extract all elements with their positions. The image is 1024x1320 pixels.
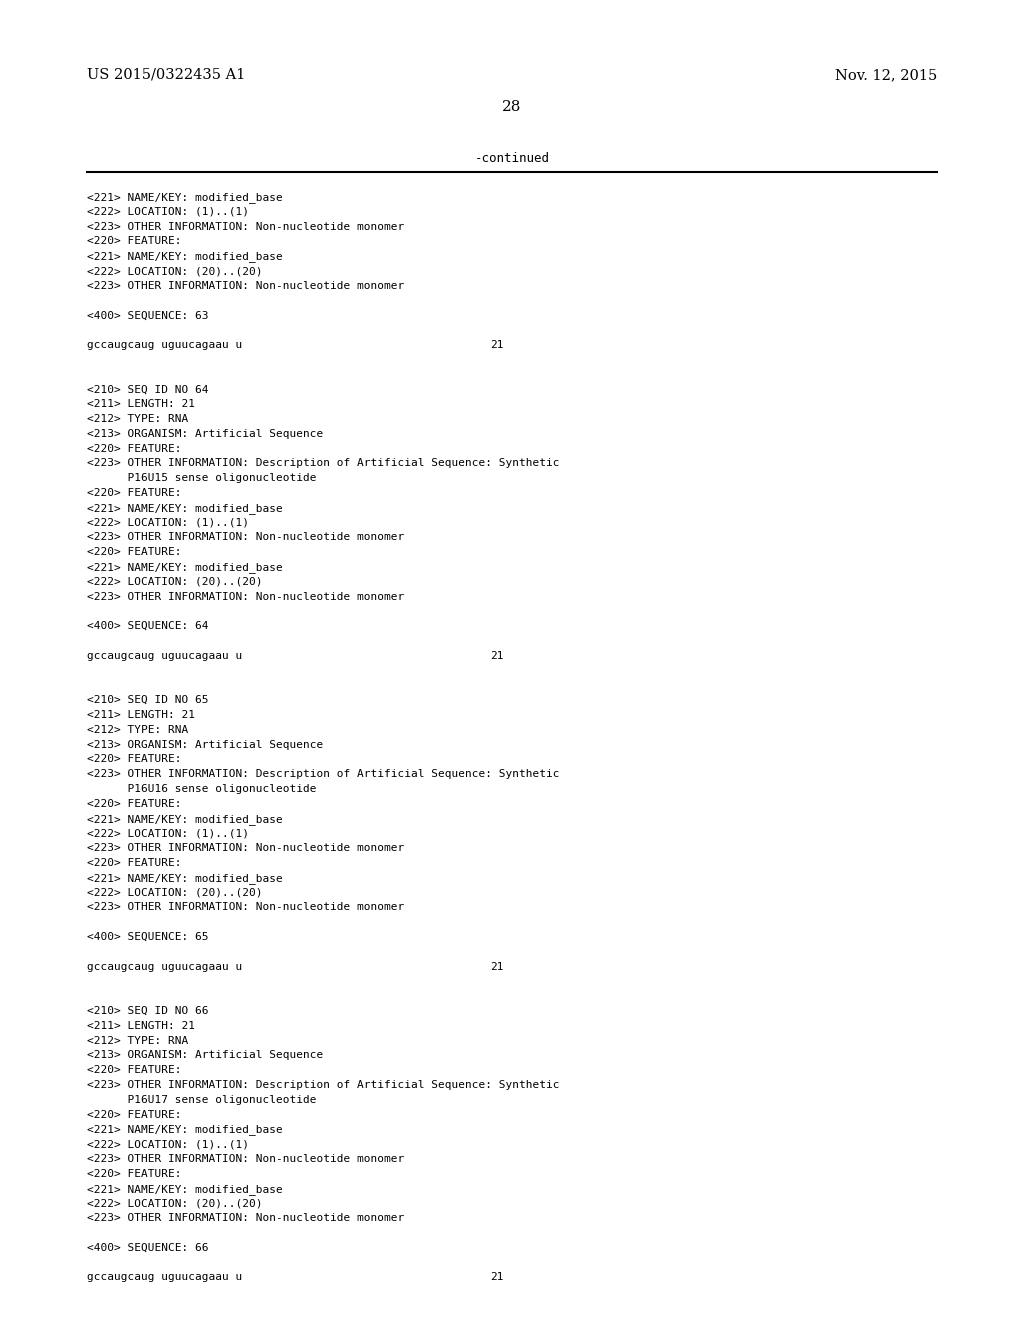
Text: <210> SEQ ID NO 64: <210> SEQ ID NO 64 <box>87 384 209 395</box>
Text: <400> SEQUENCE: 66: <400> SEQUENCE: 66 <box>87 1243 209 1253</box>
Text: <221> NAME/KEY: modified_base: <221> NAME/KEY: modified_base <box>87 191 283 203</box>
Text: <210> SEQ ID NO 66: <210> SEQ ID NO 66 <box>87 1006 209 1016</box>
Text: <222> LOCATION: (20)..(20): <222> LOCATION: (20)..(20) <box>87 1199 262 1208</box>
Text: gccaugcaug uguucagaau u: gccaugcaug uguucagaau u <box>87 1272 243 1283</box>
Text: <222> LOCATION: (1)..(1): <222> LOCATION: (1)..(1) <box>87 517 249 528</box>
Text: <211> LENGTH: 21: <211> LENGTH: 21 <box>87 1020 195 1031</box>
Text: <222> LOCATION: (20)..(20): <222> LOCATION: (20)..(20) <box>87 887 262 898</box>
Text: gccaugcaug uguucagaau u: gccaugcaug uguucagaau u <box>87 341 243 350</box>
Text: <220> FEATURE:: <220> FEATURE: <box>87 1065 181 1076</box>
Text: <222> LOCATION: (20)..(20): <222> LOCATION: (20)..(20) <box>87 267 262 276</box>
Text: <220> FEATURE:: <220> FEATURE: <box>87 755 181 764</box>
Text: <222> LOCATION: (1)..(1): <222> LOCATION: (1)..(1) <box>87 207 249 216</box>
Text: 21: 21 <box>490 651 504 661</box>
Text: <400> SEQUENCE: 63: <400> SEQUENCE: 63 <box>87 310 209 321</box>
Text: <223> OTHER INFORMATION: Non-nucleotide monomer: <223> OTHER INFORMATION: Non-nucleotide … <box>87 903 404 912</box>
Text: Nov. 12, 2015: Nov. 12, 2015 <box>835 69 937 82</box>
Text: -continued: -continued <box>474 152 550 165</box>
Text: <220> FEATURE:: <220> FEATURE: <box>87 799 181 809</box>
Text: <222> LOCATION: (20)..(20): <222> LOCATION: (20)..(20) <box>87 577 262 587</box>
Text: US 2015/0322435 A1: US 2015/0322435 A1 <box>87 69 246 82</box>
Text: <222> LOCATION: (1)..(1): <222> LOCATION: (1)..(1) <box>87 1139 249 1150</box>
Text: <211> LENGTH: 21: <211> LENGTH: 21 <box>87 710 195 719</box>
Text: <213> ORGANISM: Artificial Sequence: <213> ORGANISM: Artificial Sequence <box>87 1051 324 1060</box>
Text: <213> ORGANISM: Artificial Sequence: <213> ORGANISM: Artificial Sequence <box>87 429 324 438</box>
Text: <223> OTHER INFORMATION: Description of Artificial Sequence: Synthetic: <223> OTHER INFORMATION: Description of … <box>87 770 559 779</box>
Text: <223> OTHER INFORMATION: Non-nucleotide monomer: <223> OTHER INFORMATION: Non-nucleotide … <box>87 1154 404 1164</box>
Text: <220> FEATURE:: <220> FEATURE: <box>87 236 181 247</box>
Text: 21: 21 <box>490 1272 504 1283</box>
Text: <400> SEQUENCE: 65: <400> SEQUENCE: 65 <box>87 932 209 942</box>
Text: <210> SEQ ID NO 65: <210> SEQ ID NO 65 <box>87 696 209 705</box>
Text: <212> TYPE: RNA: <212> TYPE: RNA <box>87 414 188 424</box>
Text: <223> OTHER INFORMATION: Description of Artificial Sequence: Synthetic: <223> OTHER INFORMATION: Description of … <box>87 458 559 469</box>
Text: <223> OTHER INFORMATION: Non-nucleotide monomer: <223> OTHER INFORMATION: Non-nucleotide … <box>87 843 404 853</box>
Text: <221> NAME/KEY: modified_base: <221> NAME/KEY: modified_base <box>87 251 283 263</box>
Text: <220> FEATURE:: <220> FEATURE: <box>87 488 181 498</box>
Text: P16U17 sense oligonucleotide: P16U17 sense oligonucleotide <box>87 1094 316 1105</box>
Text: <221> NAME/KEY: modified_base: <221> NAME/KEY: modified_base <box>87 813 283 825</box>
Text: 28: 28 <box>503 100 521 114</box>
Text: 21: 21 <box>490 961 504 972</box>
Text: <211> LENGTH: 21: <211> LENGTH: 21 <box>87 399 195 409</box>
Text: <220> FEATURE:: <220> FEATURE: <box>87 444 181 454</box>
Text: <223> OTHER INFORMATION: Non-nucleotide monomer: <223> OTHER INFORMATION: Non-nucleotide … <box>87 222 404 231</box>
Text: 21: 21 <box>490 341 504 350</box>
Text: <220> FEATURE:: <220> FEATURE: <box>87 1168 181 1179</box>
Text: <220> FEATURE:: <220> FEATURE: <box>87 858 181 869</box>
Text: gccaugcaug uguucagaau u: gccaugcaug uguucagaau u <box>87 961 243 972</box>
Text: <221> NAME/KEY: modified_base: <221> NAME/KEY: modified_base <box>87 562 283 573</box>
Text: <223> OTHER INFORMATION: Description of Artificial Sequence: Synthetic: <223> OTHER INFORMATION: Description of … <box>87 1080 559 1090</box>
Text: gccaugcaug uguucagaau u: gccaugcaug uguucagaau u <box>87 651 243 661</box>
Text: <223> OTHER INFORMATION: Non-nucleotide monomer: <223> OTHER INFORMATION: Non-nucleotide … <box>87 281 404 290</box>
Text: P16U15 sense oligonucleotide: P16U15 sense oligonucleotide <box>87 473 316 483</box>
Text: <212> TYPE: RNA: <212> TYPE: RNA <box>87 1036 188 1045</box>
Text: P16U16 sense oligonucleotide: P16U16 sense oligonucleotide <box>87 784 316 795</box>
Text: <221> NAME/KEY: modified_base: <221> NAME/KEY: modified_base <box>87 1184 283 1195</box>
Text: <400> SEQUENCE: 64: <400> SEQUENCE: 64 <box>87 622 209 631</box>
Text: <223> OTHER INFORMATION: Non-nucleotide monomer: <223> OTHER INFORMATION: Non-nucleotide … <box>87 591 404 602</box>
Text: <213> ORGANISM: Artificial Sequence: <213> ORGANISM: Artificial Sequence <box>87 739 324 750</box>
Text: <212> TYPE: RNA: <212> TYPE: RNA <box>87 725 188 735</box>
Text: <221> NAME/KEY: modified_base: <221> NAME/KEY: modified_base <box>87 873 283 883</box>
Text: <223> OTHER INFORMATION: Non-nucleotide monomer: <223> OTHER INFORMATION: Non-nucleotide … <box>87 532 404 543</box>
Text: <221> NAME/KEY: modified_base: <221> NAME/KEY: modified_base <box>87 1125 283 1135</box>
Text: <222> LOCATION: (1)..(1): <222> LOCATION: (1)..(1) <box>87 829 249 838</box>
Text: <220> FEATURE:: <220> FEATURE: <box>87 548 181 557</box>
Text: <223> OTHER INFORMATION: Non-nucleotide monomer: <223> OTHER INFORMATION: Non-nucleotide … <box>87 1213 404 1224</box>
Text: <220> FEATURE:: <220> FEATURE: <box>87 1110 181 1119</box>
Text: <221> NAME/KEY: modified_base: <221> NAME/KEY: modified_base <box>87 503 283 513</box>
